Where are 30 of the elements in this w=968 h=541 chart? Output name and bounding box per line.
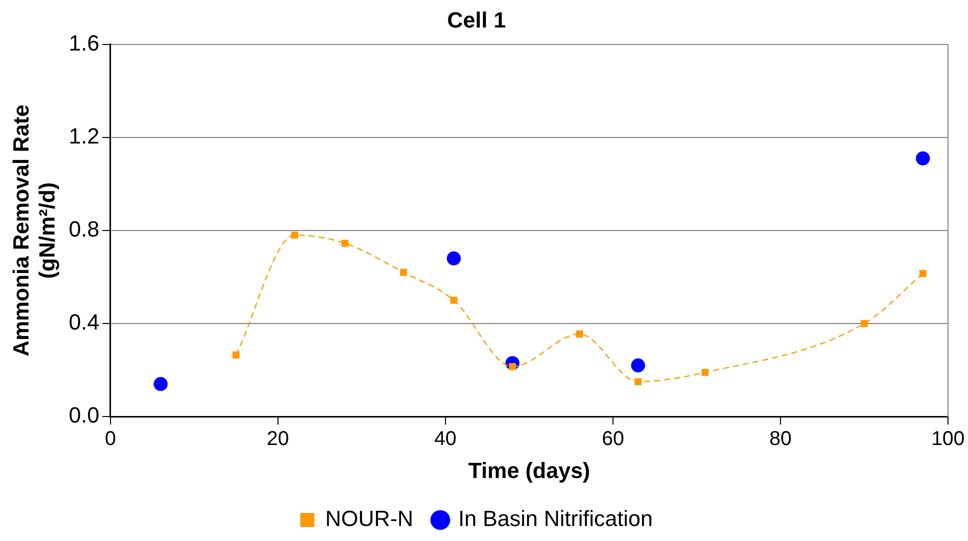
- point: [450, 296, 458, 304]
- x-tick-label: 0: [104, 428, 116, 450]
- y-tick-label: 0.8: [68, 216, 100, 242]
- point: [291, 232, 298, 239]
- x-tick-label: 80: [769, 428, 792, 450]
- legend-label: NOUR-N: [325, 506, 414, 532]
- y-tick-label: 1.6: [68, 30, 100, 56]
- point: [634, 378, 642, 386]
- point: [232, 351, 240, 358]
- point: [916, 151, 930, 166]
- x-tick-label: 100: [931, 428, 965, 450]
- point: [154, 377, 168, 392]
- point: [702, 368, 709, 376]
- point: [341, 240, 348, 247]
- chart-title: Cell 1: [447, 7, 506, 32]
- legend-label: In Basin Nitrification: [458, 506, 653, 532]
- y-axis-title: Ammonia Removal Rate (gN/m²/d): [8, 104, 60, 356]
- point: [631, 358, 646, 372]
- point: [576, 330, 583, 338]
- point: [919, 270, 926, 278]
- point: [400, 268, 408, 276]
- y-tick-label: 0.4: [68, 310, 100, 335]
- y-tick-label: 1.2: [68, 124, 100, 149]
- x-axis-title: Time (days): [468, 458, 590, 483]
- x-tick-label: 60: [602, 428, 624, 450]
- point: [446, 251, 461, 266]
- y-tick-label: 0.0: [68, 402, 100, 428]
- x-tick-label: 40: [434, 428, 457, 450]
- x-tick-label: 20: [266, 428, 290, 450]
- point: [860, 320, 868, 328]
